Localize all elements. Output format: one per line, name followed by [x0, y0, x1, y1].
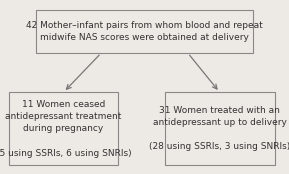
- Text: 11 Women ceased
antidepressant treatment
during pregnancy

(5 using SSRIs, 6 usi: 11 Women ceased antidepressant treatment…: [0, 100, 131, 158]
- FancyBboxPatch shape: [165, 92, 275, 165]
- Text: 42 Mother–infant pairs from whom blood and repeat
midwife NAS scores were obtain: 42 Mother–infant pairs from whom blood a…: [26, 21, 263, 42]
- FancyBboxPatch shape: [36, 10, 253, 53]
- Text: 31 Women treated with an
antidepressant up to delivery

(28 using SSRIs, 3 using: 31 Women treated with an antidepressant …: [149, 106, 289, 152]
- FancyBboxPatch shape: [9, 92, 118, 165]
